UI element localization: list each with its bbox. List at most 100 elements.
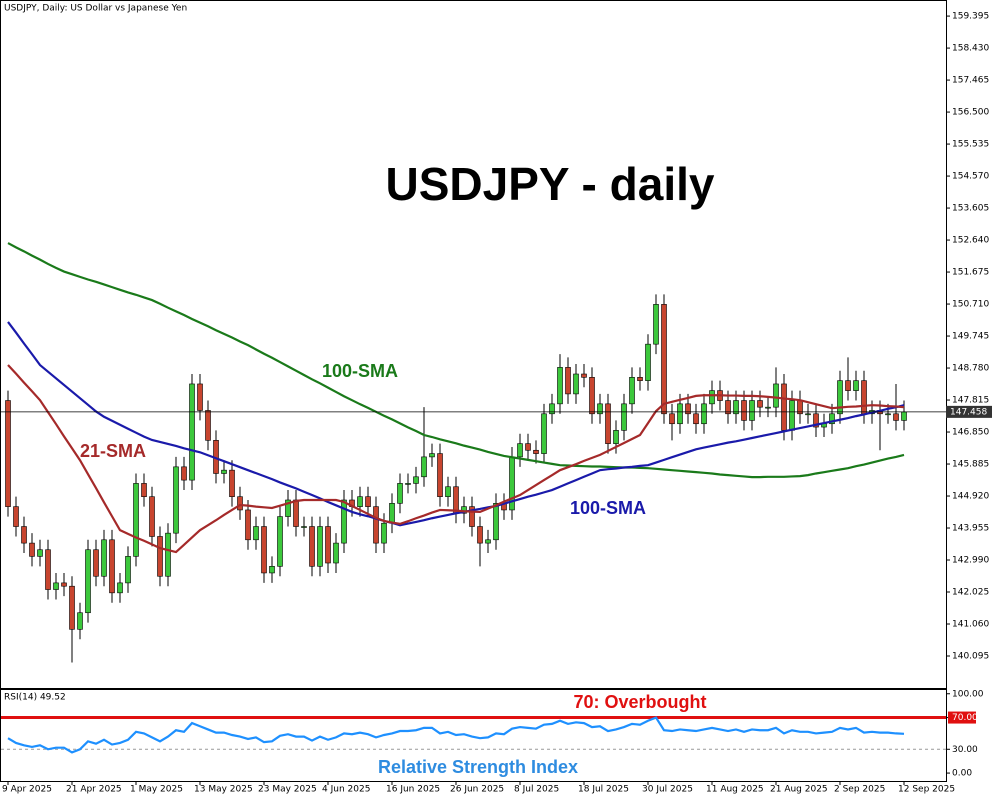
x-tick-label: 23 May 2025 <box>258 785 317 795</box>
y-tick-label: 148.780 <box>952 364 989 374</box>
candle-body <box>557 367 563 405</box>
candle-body <box>565 367 571 395</box>
candle-body <box>461 506 467 514</box>
candle-body <box>221 469 227 474</box>
rsi-line <box>7 716 905 754</box>
candle-body <box>413 476 419 484</box>
candle-body <box>829 413 835 425</box>
candle-body <box>629 377 635 405</box>
candle-body <box>701 403 707 425</box>
candle-body <box>749 400 755 421</box>
candle-body <box>789 400 795 431</box>
candle-body <box>901 411 907 421</box>
candle-body <box>237 496 243 511</box>
y-tick-label: 155.535 <box>952 140 989 150</box>
candle-body <box>549 403 555 415</box>
candle-body <box>421 456 427 478</box>
candle-body <box>773 383 779 408</box>
x-tick-label: 4 Jun 2025 <box>322 785 370 795</box>
candle-body <box>117 582 123 594</box>
candle-body <box>893 413 899 421</box>
x-tick-label: 30 Jul 2025 <box>642 785 693 795</box>
candle-body <box>149 496 155 537</box>
y-tick-label: 143.955 <box>952 524 989 534</box>
y-tick-label: 145.885 <box>952 460 989 470</box>
overbought-box <box>948 711 976 724</box>
candle-body <box>805 413 811 416</box>
candle-body <box>613 430 619 444</box>
candle-body <box>677 403 683 425</box>
candle-body <box>725 400 731 415</box>
candle-body <box>541 413 547 454</box>
candle-body <box>757 400 763 408</box>
candle-body <box>813 413 819 428</box>
x-tick-label: 12 Sep 2025 <box>898 785 955 795</box>
candle-body <box>125 556 131 584</box>
candle-body <box>525 443 531 451</box>
candle-body <box>429 453 435 458</box>
candle-body <box>533 449 539 454</box>
y-tick-label: 153.605 <box>952 204 989 214</box>
candle-body <box>853 380 859 391</box>
x-tick-label: 8 Jul 2025 <box>514 785 559 795</box>
candle-body <box>85 549 91 614</box>
candle-body <box>293 499 299 527</box>
y-tick-label: 100.00 <box>952 689 984 699</box>
moving-average <box>7 321 905 527</box>
y-tick-label: 147.815 <box>952 396 989 406</box>
candle-body <box>173 466 179 534</box>
candle-body <box>357 496 363 507</box>
candle-body <box>13 506 19 527</box>
x-tick-label: 16 Jun 2025 <box>386 785 440 795</box>
candle-body <box>485 539 491 544</box>
candle-body <box>589 377 595 415</box>
candle-body <box>709 390 715 405</box>
candle-body <box>45 549 51 590</box>
candle-body <box>517 443 523 458</box>
x-tick-label: 11 Aug 2025 <box>706 785 764 795</box>
candle-body <box>277 516 283 567</box>
y-tick-label: 0.00 <box>952 769 972 779</box>
annotation: USDJPY - daily <box>386 158 715 210</box>
candle-body <box>397 483 403 504</box>
x-tick-label: 21 Apr 2025 <box>66 785 122 795</box>
candle-body <box>493 503 499 541</box>
candle-body <box>61 582 67 587</box>
annotation: 100-SMA <box>322 361 398 381</box>
y-tick-label: 142.025 <box>952 588 989 598</box>
current-price-label: 147.458 <box>950 407 987 417</box>
x-tick-label: 13 May 2025 <box>194 785 253 795</box>
y-tick-label: 156.500 <box>952 108 989 118</box>
candle-body <box>597 403 603 415</box>
candle-body <box>733 400 739 415</box>
y-tick-label: 152.640 <box>952 236 989 246</box>
candle-body <box>333 542 339 564</box>
candle-body <box>765 406 771 409</box>
candle-body <box>93 549 99 577</box>
candle-body <box>453 486 459 514</box>
candle-body <box>605 403 611 444</box>
candle-body <box>685 403 691 415</box>
x-tick-label: 1 May 2025 <box>130 785 183 795</box>
x-tick-label: 2 Sep 2025 <box>834 785 885 795</box>
annotation: Relative Strength Index <box>378 757 578 777</box>
y-tick-label: 141.060 <box>952 620 989 630</box>
y-tick-label: 140.095 <box>952 652 989 662</box>
candle-body <box>389 503 395 524</box>
candle-body <box>165 532 171 577</box>
candle-body <box>437 453 443 497</box>
candle-body <box>133 483 139 557</box>
candle-body <box>285 499 291 517</box>
candle-body <box>301 526 307 528</box>
candle-body <box>373 506 379 544</box>
candle-body <box>645 343 651 381</box>
candle-body <box>405 483 411 485</box>
candle-body <box>477 526 483 544</box>
candle-body <box>885 413 891 416</box>
candle-body <box>53 582 59 590</box>
candle-body <box>197 383 203 411</box>
candle-body <box>253 526 259 541</box>
candle-body <box>445 486 451 497</box>
